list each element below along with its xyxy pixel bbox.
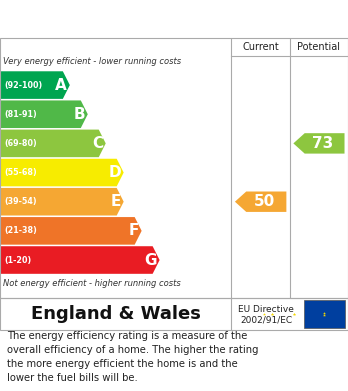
Text: 50: 50 bbox=[254, 194, 275, 209]
Text: D: D bbox=[108, 165, 121, 180]
Polygon shape bbox=[293, 133, 345, 154]
Text: EU Directive: EU Directive bbox=[238, 305, 294, 314]
Text: Very energy efficient - lower running costs: Very energy efficient - lower running co… bbox=[3, 57, 182, 66]
Text: (55-68): (55-68) bbox=[4, 168, 37, 177]
Polygon shape bbox=[0, 71, 70, 99]
Text: (92-100): (92-100) bbox=[4, 81, 42, 90]
Polygon shape bbox=[0, 129, 106, 157]
Text: 2002/91/EC: 2002/91/EC bbox=[240, 315, 292, 324]
Text: C: C bbox=[92, 136, 103, 151]
Text: 73: 73 bbox=[313, 136, 334, 151]
Text: Current: Current bbox=[242, 42, 279, 52]
Text: Not energy efficient - higher running costs: Not energy efficient - higher running co… bbox=[3, 279, 181, 288]
Polygon shape bbox=[0, 100, 88, 128]
Text: (1-20): (1-20) bbox=[4, 256, 31, 265]
Text: B: B bbox=[73, 107, 85, 122]
Polygon shape bbox=[0, 217, 142, 245]
Text: Potential: Potential bbox=[298, 42, 340, 52]
Text: A: A bbox=[55, 77, 67, 93]
Text: (69-80): (69-80) bbox=[4, 139, 37, 148]
Text: G: G bbox=[144, 253, 157, 267]
Polygon shape bbox=[235, 192, 286, 212]
Bar bbox=[304, 300, 345, 328]
Text: The energy efficiency rating is a measure of the
overall efficiency of a home. T: The energy efficiency rating is a measur… bbox=[7, 331, 259, 383]
Text: England & Wales: England & Wales bbox=[31, 305, 201, 323]
Polygon shape bbox=[0, 246, 160, 274]
Text: F: F bbox=[128, 223, 139, 239]
Polygon shape bbox=[0, 159, 124, 187]
Text: E: E bbox=[111, 194, 121, 209]
Text: (21-38): (21-38) bbox=[4, 226, 37, 235]
Text: (39-54): (39-54) bbox=[4, 197, 37, 206]
Polygon shape bbox=[0, 188, 124, 215]
Text: (81-91): (81-91) bbox=[4, 110, 37, 119]
Text: Energy Efficiency Rating: Energy Efficiency Rating bbox=[10, 11, 232, 27]
